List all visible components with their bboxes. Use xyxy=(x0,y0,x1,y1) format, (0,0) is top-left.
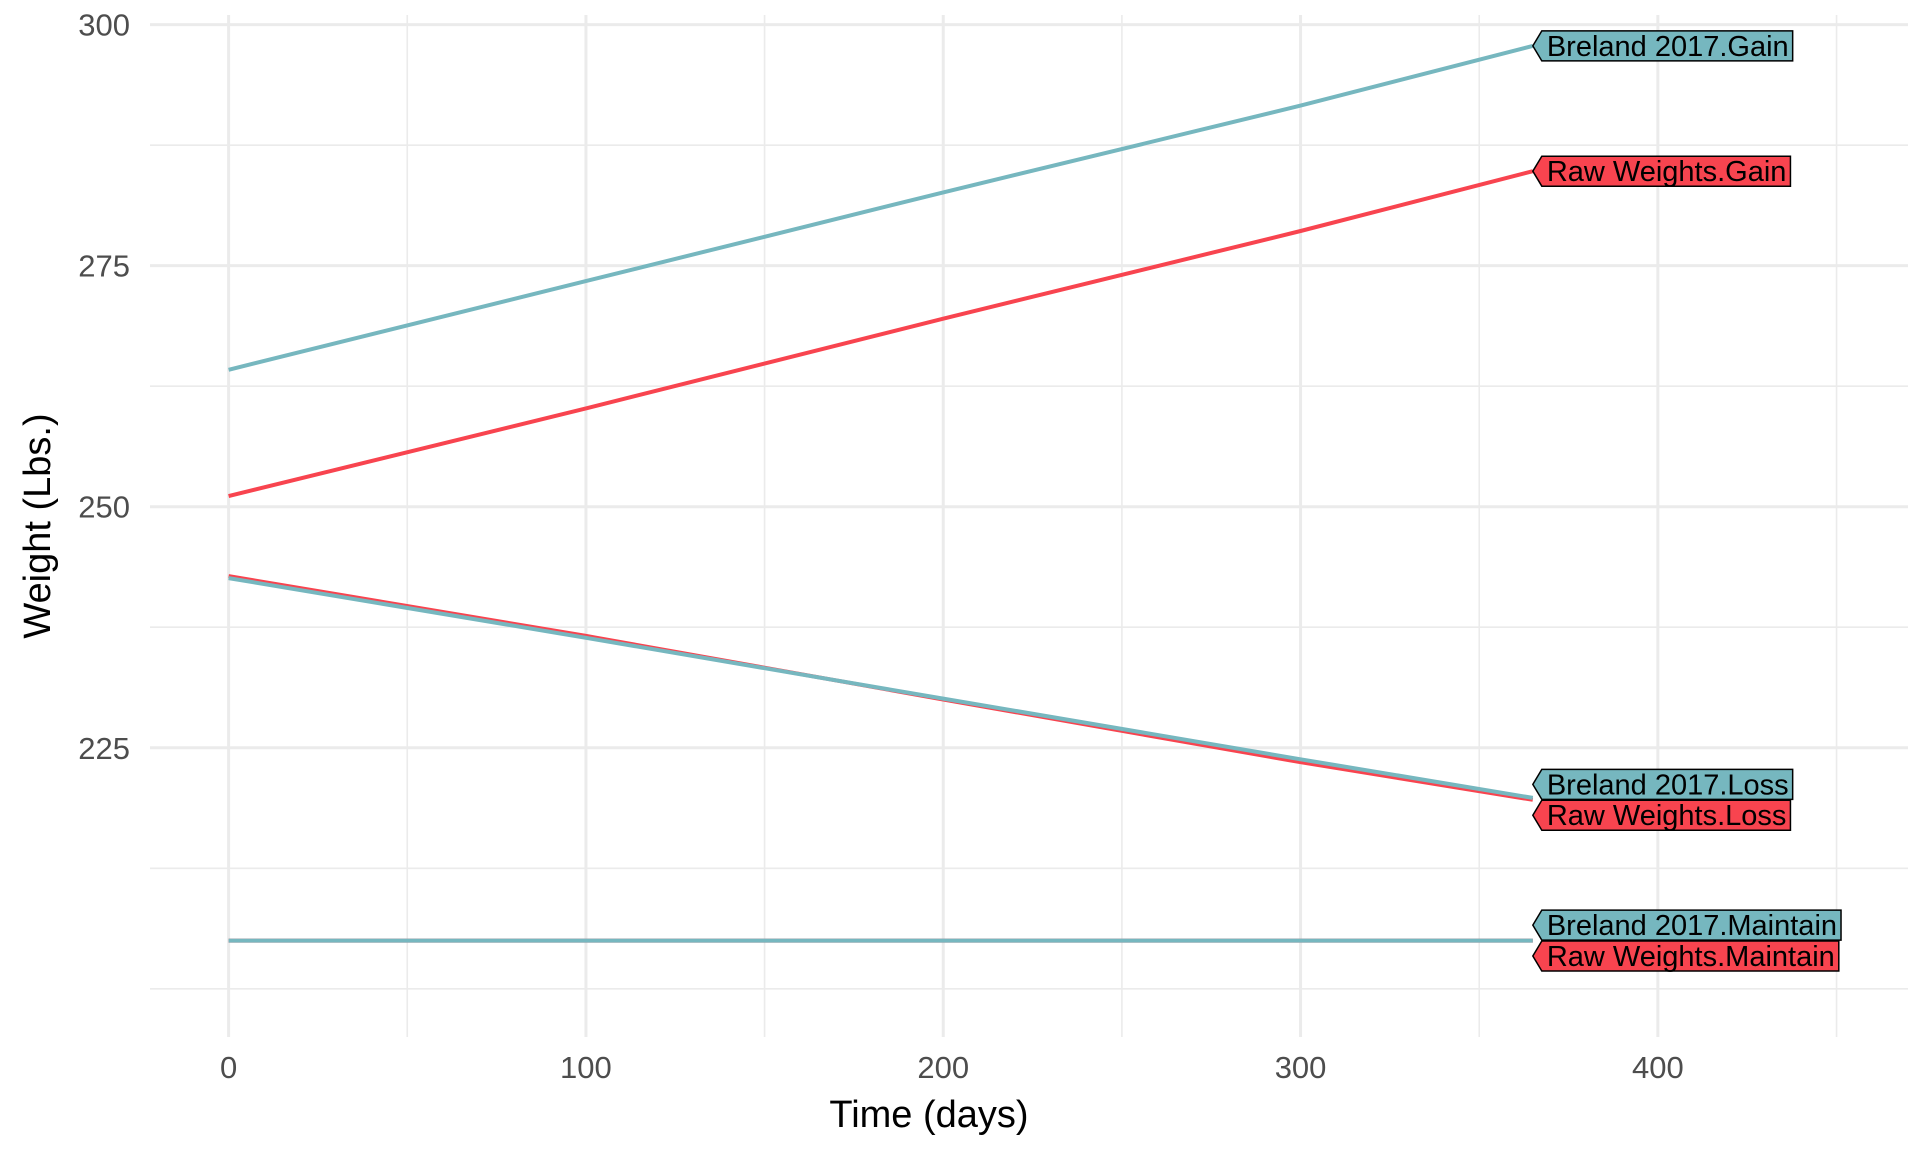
x-tick-label: 400 xyxy=(1632,1050,1684,1085)
end-label-text: Breland 2017.Loss xyxy=(1547,769,1789,801)
end-label: Raw Weights.Loss xyxy=(1531,799,1792,832)
series-line-breland-2017-loss xyxy=(228,576,1534,800)
series-line-raw-weights-gain xyxy=(228,169,1534,499)
end-label: Breland 2017.Loss xyxy=(1531,768,1794,801)
end-label-box xyxy=(1531,799,1792,831)
end-label-box xyxy=(1531,30,1794,62)
y-tick-label: 225 xyxy=(78,731,130,766)
x-axis-title: Time (days) xyxy=(829,1094,1028,1136)
end-label-text: Breland 2017.Gain xyxy=(1547,31,1789,63)
end-label: Raw Weights.Gain xyxy=(1531,155,1792,188)
series-line-breland-2017-gain xyxy=(228,43,1534,372)
end-label-box xyxy=(1531,940,1840,972)
y-tick-label: 250 xyxy=(78,490,130,525)
x-tick-label: 0 xyxy=(220,1050,237,1085)
end-label-text: Raw Weights.Gain xyxy=(1547,156,1787,188)
grid-layer xyxy=(150,15,1908,1037)
series-layer xyxy=(228,43,1534,943)
end-label: Breland 2017.Maintain xyxy=(1531,909,1842,942)
end-label-box xyxy=(1531,909,1842,941)
end-label-box xyxy=(1531,768,1794,801)
tick-labels: 0 100 200 300 400 225 250 275 300 xyxy=(78,8,1683,1085)
x-tick-label: 100 xyxy=(560,1050,612,1085)
y-tick-label: 300 xyxy=(78,8,130,43)
end-label-text: Breland 2017.Maintain xyxy=(1547,910,1837,942)
x-tick-label: 300 xyxy=(1275,1050,1327,1085)
end-label: Raw Weights.Maintain xyxy=(1531,940,1840,973)
y-axis-title: Weight (Lbs.) xyxy=(17,413,59,638)
end-label: Breland 2017.Gain xyxy=(1531,30,1794,63)
end-label-box xyxy=(1531,155,1792,187)
x-tick-label: 200 xyxy=(917,1050,969,1085)
y-tick-label: 275 xyxy=(78,249,130,284)
end-label-text: Raw Weights.Loss xyxy=(1547,800,1787,832)
end-label-text: Raw Weights.Maintain xyxy=(1547,941,1835,973)
end-labels: Breland 2017.Gain Raw Weights.Gain Breland… xyxy=(1531,30,1842,973)
